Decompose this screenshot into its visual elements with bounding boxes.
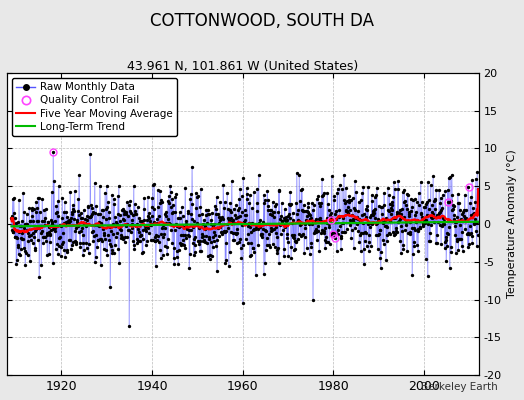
Text: Berkeley Earth: Berkeley Earth [421, 382, 498, 392]
Legend: Raw Monthly Data, Quality Control Fail, Five Year Moving Average, Long-Term Tren: Raw Monthly Data, Quality Control Fail, … [12, 78, 177, 136]
Title: 43.961 N, 101.861 W (United States): 43.961 N, 101.861 W (United States) [127, 60, 358, 73]
Text: COTTONWOOD, SOUTH DA: COTTONWOOD, SOUTH DA [150, 12, 374, 30]
Y-axis label: Temperature Anomaly (°C): Temperature Anomaly (°C) [507, 150, 517, 298]
